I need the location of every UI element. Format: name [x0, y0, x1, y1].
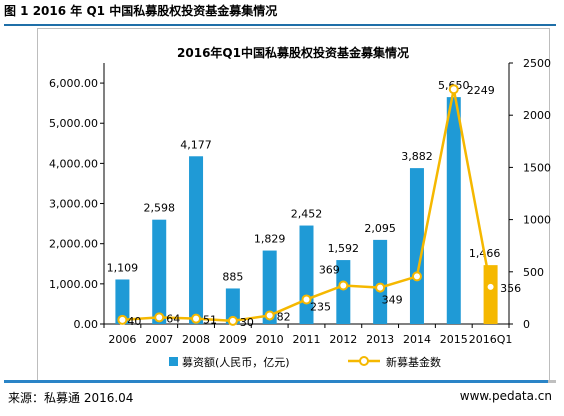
line-point — [264, 310, 275, 321]
x-tick-label: 2010 — [256, 333, 284, 346]
right-tick-label: 1000 — [523, 214, 551, 227]
chart-frame — [37, 28, 550, 381]
bar-value-label: 1,109 — [107, 261, 139, 274]
line-point — [227, 315, 238, 326]
line-value-label: 2249 — [467, 84, 495, 97]
line-value-label: 235 — [310, 300, 331, 313]
bar — [225, 288, 240, 324]
line-value-label: 356 — [500, 282, 521, 295]
bar — [152, 219, 167, 324]
website-link[interactable]: www.pedata.cn — [459, 389, 552, 403]
line-point — [411, 271, 422, 282]
line-point — [485, 281, 496, 292]
line-value-label: 40 — [127, 315, 141, 328]
bar-value-label: 2,598 — [143, 202, 175, 215]
left-tick-label: 2,000.00 — [49, 238, 98, 251]
left-tick-label: 4,000.00 — [49, 157, 98, 170]
right-tick-label: 0 — [523, 318, 530, 331]
line-value-label: 349 — [382, 294, 403, 307]
bar — [446, 97, 461, 324]
x-tick-label: 2014 — [403, 333, 431, 346]
line-value-label: 82 — [277, 310, 291, 323]
x-tick-label: 2015 — [440, 333, 468, 346]
legend: 募资额(人民币，亿元) 新募基金数 — [169, 355, 441, 369]
bar-value-label: 2,452 — [291, 208, 323, 221]
line-value-label: 30 — [240, 316, 254, 329]
left-tick-label: 0.00 — [74, 318, 99, 331]
x-tick-label: 2016Q1 — [469, 333, 513, 346]
line-point — [448, 84, 459, 95]
legend-bar-swatch — [169, 357, 178, 366]
line-labels: 40 64 51 30 82 235 369 349 2249 356 — [127, 84, 521, 329]
left-tick-label: 3,000.00 — [49, 198, 98, 211]
bottom-divider-blue — [4, 380, 548, 383]
right-tick-label: 1500 — [523, 161, 551, 174]
figure-caption: 图 1 2016 年 Q1 中国私募股权投资基金募集情况 — [4, 4, 278, 18]
legend-line-marker — [359, 356, 369, 366]
bar-value-label: 4,177 — [180, 138, 212, 151]
bar-labels: 1,109 2,598 4,177 885 1,829 2,452 1,592 2,095 3,… — [107, 79, 501, 283]
left-tick-label: 6,000.00 — [49, 77, 98, 90]
x-tick-label: 2008 — [182, 333, 210, 346]
bar — [262, 250, 277, 324]
bar-value-label: 1,829 — [254, 233, 286, 246]
bar-value-label: 2,095 — [364, 222, 396, 235]
right-tick-label: 500 — [523, 266, 544, 279]
x-tick-label: 2006 — [108, 333, 136, 346]
line-point — [375, 282, 386, 293]
source-note: 来源：私募通 2016.04 — [8, 391, 134, 405]
legend-line-label: 新募基金数 — [386, 355, 441, 369]
bar — [115, 279, 130, 324]
left-tick-label: 1,000.00 — [49, 278, 98, 291]
bar-series — [115, 97, 498, 324]
line-point — [154, 312, 165, 323]
bar-value-label: 885 — [222, 270, 243, 283]
right-tick-label: 2500 — [523, 57, 551, 70]
bar — [373, 239, 388, 324]
line-value-label: 51 — [203, 314, 217, 327]
line-series — [117, 84, 496, 326]
bar — [409, 168, 424, 324]
legend-bar-label: 募资额(人民币，亿元) — [182, 356, 290, 369]
bar-value-label: 1,592 — [328, 242, 360, 255]
line-point — [117, 314, 128, 325]
chart-title: 2016年Q1中国私募股权投资基金募集情况 — [177, 45, 409, 60]
bar — [336, 260, 351, 324]
left-tick-label: 5,000.00 — [49, 117, 98, 130]
axes: 0.00 1,000.00 2,000.00 3,000.00 4,000.00 5,00… — [49, 57, 551, 346]
x-tick-label: 2009 — [219, 333, 247, 346]
line-point — [301, 294, 312, 305]
line-value-label: 64 — [166, 312, 180, 325]
right-tick-label: 2000 — [523, 109, 551, 122]
bar-value-label: 3,882 — [401, 150, 433, 163]
x-tick-label: 2011 — [293, 333, 321, 346]
line-point — [338, 280, 349, 291]
x-tick-label: 2012 — [329, 333, 357, 346]
top-divider — [4, 24, 556, 26]
bar — [483, 265, 498, 324]
line-point — [191, 313, 202, 324]
x-tick-label: 2007 — [145, 333, 173, 346]
bar — [189, 156, 204, 324]
line-value-label: 369 — [319, 263, 340, 276]
x-tick-label: 2013 — [366, 333, 394, 346]
